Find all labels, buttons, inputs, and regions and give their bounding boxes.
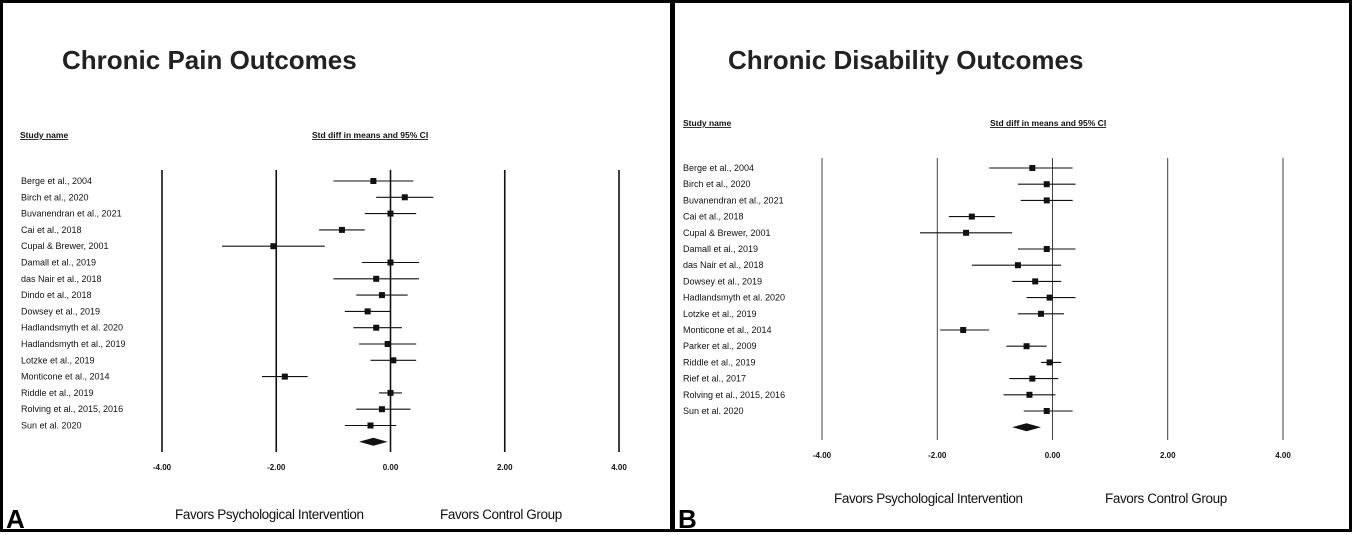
point-estimate <box>364 308 371 315</box>
x-tick-label: 4.00 <box>611 463 627 472</box>
point-estimate <box>373 275 380 282</box>
panel-a: Chronic Pain Outcomes Study name Std dif… <box>0 0 673 534</box>
study-label: Monticone et al., 2014 <box>21 372 110 382</box>
x-tick-label: -2.00 <box>267 463 286 472</box>
point-estimate <box>960 327 967 333</box>
point-estimate <box>1026 391 1033 398</box>
panel-a-border <box>0 0 673 532</box>
point-estimate <box>1032 278 1039 285</box>
x-tick-label: -4.00 <box>153 463 172 472</box>
x-tick-label: 4.00 <box>1275 451 1291 460</box>
point-estimate <box>1029 375 1036 382</box>
study-label: Rief et al., 2017 <box>683 374 746 384</box>
point-estimate <box>387 210 394 217</box>
point-estimate <box>1043 197 1050 204</box>
point-estimate <box>367 422 374 429</box>
study-label: Buvanendran et al., 2021 <box>21 209 122 219</box>
point-estimate <box>1046 294 1053 301</box>
point-estimate <box>387 389 394 396</box>
x-tick-label: 2.00 <box>1160 451 1176 460</box>
study-label: Cai et al., 2018 <box>21 225 82 235</box>
study-label: Hadlandsmyth et al. 2020 <box>683 293 785 303</box>
point-estimate <box>963 229 970 236</box>
panel-a-favors-right: Favors Control Group <box>440 507 562 522</box>
panel-a-x-ticks: -4.00 -2.00 0.00 2.00 4.00 <box>153 463 627 472</box>
panel-a-study-rows: Berge et al., 2004 Birch et al., 2020 Buva… <box>21 176 434 446</box>
study-label: Berge et al., 2004 <box>683 163 754 173</box>
point-estimate <box>281 373 288 380</box>
point-estimate <box>378 406 385 413</box>
point-estimate <box>370 178 377 184</box>
study-label: Buvanendran et al., 2021 <box>683 195 784 205</box>
study-label: Cai et al., 2018 <box>683 212 744 222</box>
study-label: Sun et al. 2020 <box>683 406 744 416</box>
study-label: Cupal & Brewer, 2001 <box>683 228 771 238</box>
study-label: Lotzke et al., 2019 <box>21 355 95 365</box>
study-label: das Nair et al., 2018 <box>21 274 102 284</box>
panel-a-favors-left: Favors Psychological Intervention <box>175 507 364 522</box>
point-estimate <box>270 243 277 250</box>
panel-b-study-rows: Berge et al., 2004 Birch et al., 2020 Buva… <box>683 163 1076 432</box>
panel-b-effect-header: Std diff in means and 95% CI <box>990 118 1106 128</box>
study-label: Berge et al., 2004 <box>21 176 92 186</box>
study-label: Dowsey et al., 2019 <box>683 276 762 286</box>
point-estimate <box>1014 262 1021 269</box>
point-estimate <box>387 259 394 266</box>
panel-b-x-ticks: -4.00 -2.00 0.00 2.00 4.00 <box>813 451 1291 460</box>
point-estimate <box>401 194 408 201</box>
point-estimate <box>390 357 397 364</box>
panel-b-favors-right: Favors Control Group <box>1105 491 1227 506</box>
point-estimate <box>1037 310 1044 317</box>
x-tick-label: 2.00 <box>497 463 513 472</box>
point-estimate <box>1046 359 1053 366</box>
point-estimate <box>338 226 345 233</box>
pooled-diamond <box>359 437 388 446</box>
panel-b-letter: B <box>678 504 697 532</box>
study-label: Lotzke et al., 2019 <box>683 309 757 319</box>
panel-a-letter: A <box>6 504 25 532</box>
point-estimate <box>1043 408 1050 414</box>
panel-b-gridlines <box>821 158 1284 440</box>
study-label: Rolving et al., 2015, 2016 <box>683 390 785 400</box>
study-label: Birch et al., 2020 <box>683 179 751 189</box>
x-tick-label: -4.00 <box>813 451 832 460</box>
study-label: Monticone et al., 2014 <box>683 325 772 335</box>
study-label: Dowsey et al., 2019 <box>21 306 100 316</box>
point-estimate <box>1043 246 1050 252</box>
study-label: Damall et al., 2019 <box>683 244 758 254</box>
point-estimate <box>384 341 391 347</box>
x-tick-label: 0.00 <box>383 463 399 472</box>
study-label: Birch et al., 2020 <box>21 192 89 202</box>
study-label: Riddle et al., 2019 <box>683 357 756 367</box>
point-estimate <box>968 213 975 220</box>
study-label: Sun et al. 2020 <box>21 421 82 431</box>
point-estimate <box>1029 165 1036 171</box>
panel-b-border <box>672 0 1352 532</box>
point-estimate <box>1023 343 1030 350</box>
point-estimate <box>373 324 380 331</box>
study-label: Damall et al., 2019 <box>21 258 96 268</box>
panel-b-study-header: Study name <box>683 118 731 128</box>
point-estimate <box>378 292 385 299</box>
study-label: Riddle et al., 2019 <box>21 388 94 398</box>
study-label: Hadlandsmyth et al. 2020 <box>21 323 123 333</box>
x-tick-label: 0.00 <box>1045 451 1061 460</box>
panel-a-study-header: Study name <box>20 130 68 140</box>
panel-a-effect-header: Std diff in means and 95% CI <box>312 130 428 140</box>
study-label: Dindo et al., 2018 <box>21 290 92 300</box>
study-label: Cupal & Brewer, 2001 <box>21 241 109 251</box>
panel-b-favors-left: Favors Psychological Intervention <box>834 491 1023 506</box>
study-label: Parker et al., 2009 <box>683 341 757 351</box>
study-label: Rolving et al., 2015, 2016 <box>21 404 123 414</box>
panel-a-title: Chronic Pain Outcomes <box>62 45 357 75</box>
panel-b-title: Chronic Disability Outcomes <box>728 45 1083 75</box>
study-label: das Nair et al., 2018 <box>683 260 764 270</box>
x-tick-label: -2.00 <box>928 451 947 460</box>
pooled-diamond <box>1012 423 1041 432</box>
point-estimate <box>1043 181 1050 188</box>
panel-b: Chronic Disability Outcomes Study name S… <box>672 0 1352 534</box>
study-label: Hadlandsmyth et al., 2019 <box>21 339 126 349</box>
